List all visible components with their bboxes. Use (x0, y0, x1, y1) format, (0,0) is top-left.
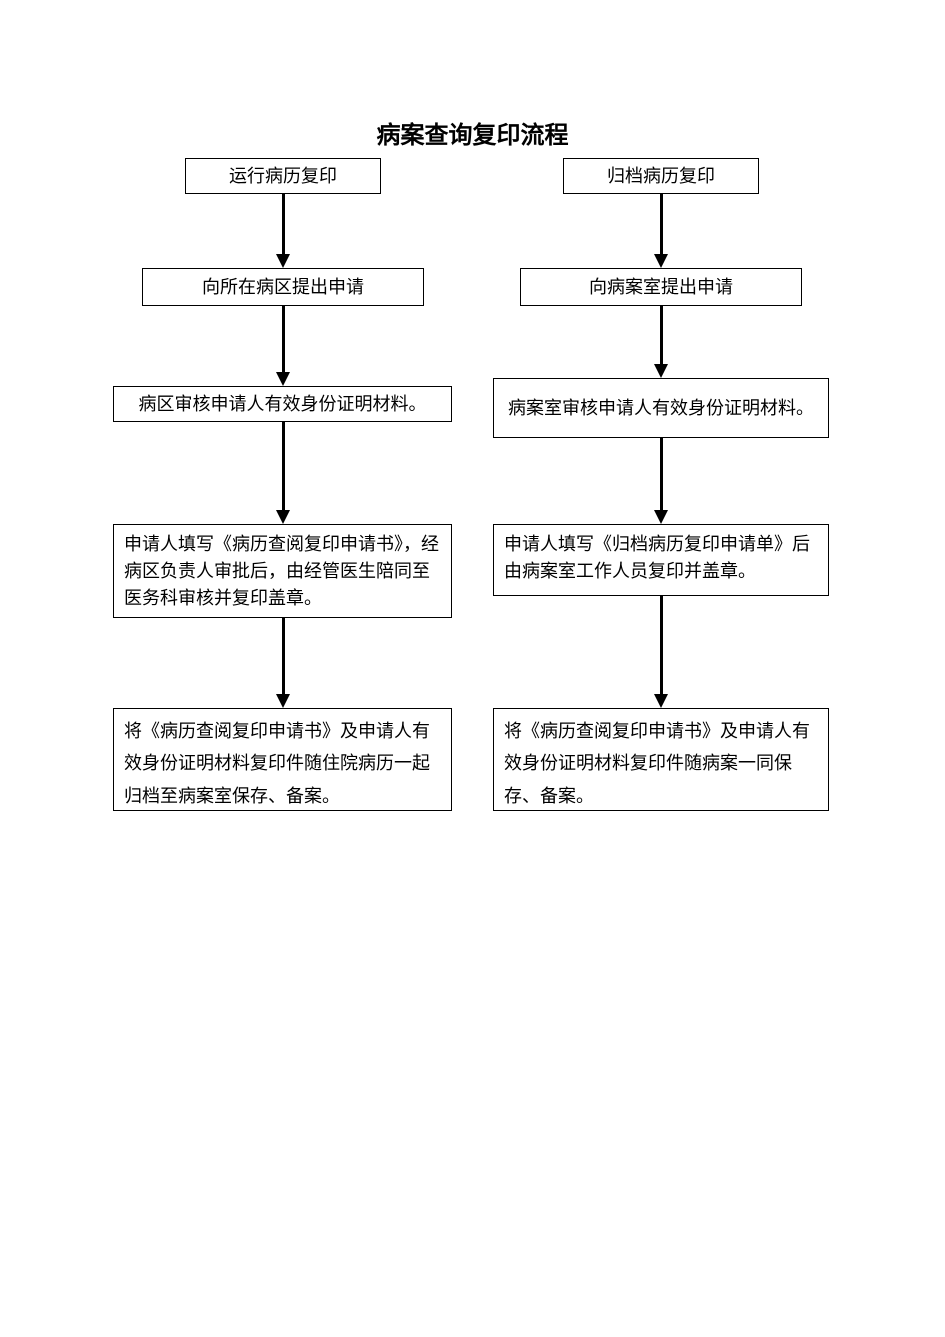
right-box-3-text: 病案室审核申请人有效身份证明材料。 (508, 395, 814, 422)
right-box-4-text: 申请人填写《归档病历复印申请单》后由病案室工作人员复印并盖章。 (504, 531, 818, 585)
right-box-1: 归档病历复印 (563, 158, 759, 194)
arrow-line (282, 306, 285, 372)
right-box-1-text: 归档病历复印 (607, 163, 715, 190)
right-box-5: 将《病历查阅复印申请书》及申请人有效身份证明材料复印件随病案一同保存、备案。 (493, 708, 829, 811)
left-box-4: 申请人填写《病历查阅复印申请书》，经病区负责人审批后，由经管医生陪同至医务科审核… (113, 524, 452, 618)
right-box-2: 向病案室提出申请 (520, 268, 802, 306)
arrow-line (660, 438, 663, 510)
arrow-head-icon (276, 372, 290, 386)
right-box-4: 申请人填写《归档病历复印申请单》后由病案室工作人员复印并盖章。 (493, 524, 829, 596)
right-box-5-text: 将《病历查阅复印申请书》及申请人有效身份证明材料复印件随病案一同保存、备案。 (504, 715, 818, 812)
arrow-line (660, 596, 663, 694)
left-box-2-text: 向所在病区提出申请 (202, 274, 364, 301)
arrow-line (282, 194, 285, 254)
left-box-2: 向所在病区提出申请 (142, 268, 424, 306)
arrow-line (282, 618, 285, 694)
arrow-head-icon (276, 694, 290, 708)
arrow-head-icon (276, 254, 290, 268)
left-box-1: 运行病历复印 (185, 158, 381, 194)
arrow-head-icon (654, 364, 668, 378)
left-box-5: 将《病历查阅复印申请书》及申请人有效身份证明材料复印件随住院病历一起归档至病案室… (113, 708, 452, 811)
arrow-head-icon (276, 510, 290, 524)
arrow-head-icon (654, 254, 668, 268)
arrow-line (282, 422, 285, 510)
arrow-head-icon (654, 694, 668, 708)
page-title: 病案查询复印流程 (0, 115, 945, 150)
right-box-2-text: 向病案室提出申请 (589, 274, 733, 301)
left-box-3-text: 病区审核申请人有效身份证明材料。 (139, 391, 427, 418)
arrow-head-icon (654, 510, 668, 524)
arrow-line (660, 194, 663, 254)
left-box-4-text: 申请人填写《病历查阅复印申请书》，经病区负责人审批后，由经管医生陪同至医务科审核… (124, 531, 441, 612)
left-box-3: 病区审核申请人有效身份证明材料。 (113, 386, 452, 422)
arrow-line (660, 306, 663, 364)
left-box-5-text: 将《病历查阅复印申请书》及申请人有效身份证明材料复印件随住院病历一起归档至病案室… (124, 715, 441, 812)
left-box-1-text: 运行病历复印 (229, 163, 337, 190)
right-box-3: 病案室审核申请人有效身份证明材料。 (493, 378, 829, 438)
